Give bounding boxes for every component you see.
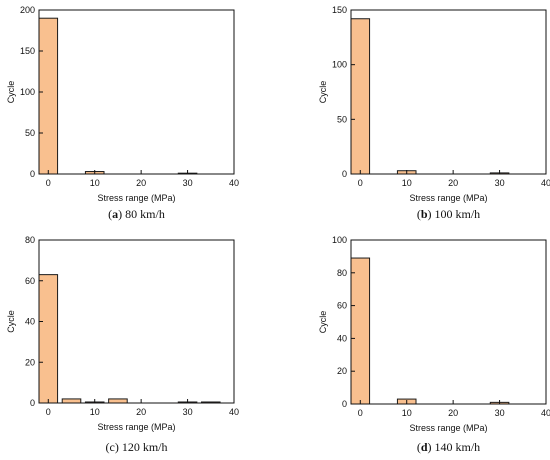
y-tick-label: 60 bbox=[337, 301, 347, 311]
y-tick-label: 50 bbox=[337, 114, 347, 124]
y-tick-label: 50 bbox=[25, 128, 35, 138]
x-axis-label: Stress range (MPa) bbox=[409, 193, 487, 203]
bar bbox=[38, 274, 59, 404]
plot-frame bbox=[38, 9, 235, 175]
y-axis-label: Cycle bbox=[318, 81, 328, 104]
y-tick-label: 40 bbox=[337, 333, 347, 343]
y-axis-label: Cycle bbox=[318, 311, 328, 334]
y-tick-label: 40 bbox=[25, 317, 35, 327]
x-tick-label: 10 bbox=[90, 407, 100, 417]
bar bbox=[350, 257, 371, 405]
plot-frame bbox=[350, 9, 547, 175]
x-tick-label: 10 bbox=[402, 408, 412, 418]
y-tick-label: 0 bbox=[30, 169, 35, 179]
plot-frame bbox=[38, 239, 235, 404]
x-tick-label: 10 bbox=[402, 178, 412, 188]
y-tick-label: 100 bbox=[20, 87, 35, 97]
x-tick-label: 0 bbox=[46, 178, 51, 188]
x-tick-label: 30 bbox=[495, 178, 505, 188]
x-tick-label: 20 bbox=[136, 407, 146, 417]
bar bbox=[61, 398, 82, 404]
x-tick-label: 20 bbox=[448, 178, 458, 188]
x-axis-label: Stress range (MPa) bbox=[409, 423, 487, 433]
x-tick-label: 10 bbox=[90, 178, 100, 188]
y-tick-label: 150 bbox=[332, 5, 347, 15]
y-tick-label: 0 bbox=[30, 398, 35, 408]
y-tick-label: 60 bbox=[25, 276, 35, 286]
y-tick-label: 150 bbox=[20, 46, 35, 56]
x-tick-label: 0 bbox=[358, 408, 363, 418]
x-axis-label: Stress range (MPa) bbox=[97, 422, 175, 432]
y-axis-label: Cycle bbox=[6, 310, 16, 333]
y-tick-label: 100 bbox=[332, 60, 347, 70]
chart-panel-d: 0 10 20 30 40 0 20 40 60 80 100 Stress range (MPa) C… bbox=[318, 235, 550, 454]
plot-frame bbox=[350, 239, 547, 405]
panel-caption: (c) 120 km/h bbox=[106, 440, 168, 454]
y-tick-label: 0 bbox=[342, 169, 347, 179]
x-tick-label: 20 bbox=[136, 178, 146, 188]
x-tick-label: 0 bbox=[358, 178, 363, 188]
bar bbox=[38, 17, 59, 175]
x-tick-label: 0 bbox=[46, 407, 51, 417]
y-axis-label: Cycle bbox=[6, 81, 16, 104]
x-tick-label: 40 bbox=[229, 178, 239, 188]
panel-caption: (b) 100 km/h bbox=[417, 207, 480, 221]
y-tick-label: 20 bbox=[25, 357, 35, 367]
panel-caption: (a) 80 km/h bbox=[108, 207, 165, 221]
bar bbox=[108, 398, 128, 404]
x-tick-label: 40 bbox=[229, 407, 239, 417]
y-tick-label: 200 bbox=[20, 5, 35, 15]
y-tick-label: 100 bbox=[332, 235, 347, 245]
x-tick-label: 30 bbox=[183, 407, 193, 417]
x-tick-label: 40 bbox=[541, 178, 550, 188]
chart-panel-b: 0 10 20 30 40 0 50 100 150 Stress range (MPa) Cycl… bbox=[318, 5, 550, 221]
chart-panel-a: 0 10 20 30 40 0 50 100 150 200 Stress range (MPa) C… bbox=[6, 5, 239, 221]
x-tick-label: 40 bbox=[541, 408, 550, 418]
x-tick-label: 30 bbox=[183, 178, 193, 188]
x-axis-label: Stress range (MPa) bbox=[97, 193, 175, 203]
y-tick-label: 80 bbox=[337, 268, 347, 278]
chart-panel-c: 0 10 20 30 40 0 20 40 60 80 Stress range (MPa) Cycl… bbox=[6, 235, 239, 454]
y-tick-label: 80 bbox=[25, 235, 35, 245]
bar bbox=[350, 18, 371, 175]
y-tick-label: 0 bbox=[342, 399, 347, 409]
x-tick-label: 30 bbox=[495, 408, 505, 418]
y-tick-label: 20 bbox=[337, 366, 347, 376]
panel-caption: (d) 140 km/h bbox=[417, 440, 480, 454]
x-tick-label: 20 bbox=[448, 408, 458, 418]
